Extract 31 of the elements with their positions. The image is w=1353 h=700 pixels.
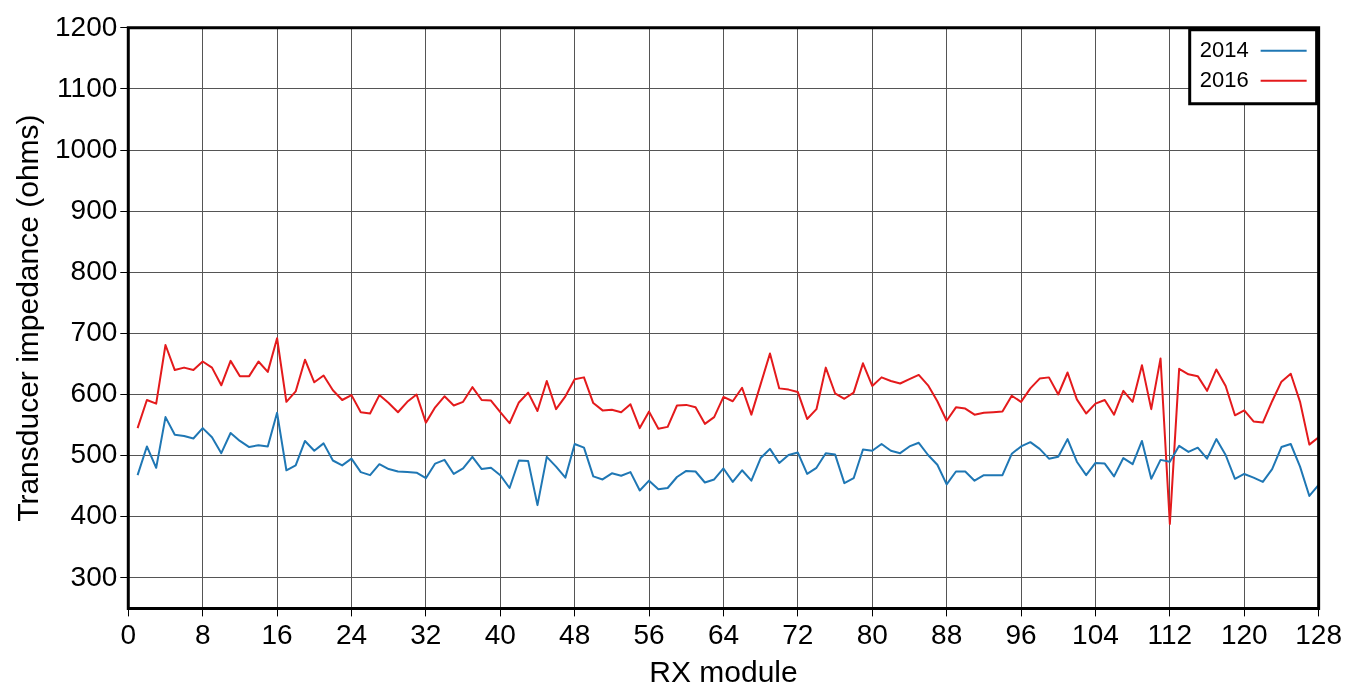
x-tick-label: 104 bbox=[1072, 618, 1119, 650]
x-tick-label: 40 bbox=[484, 618, 516, 650]
y-tick-label: 400 bbox=[70, 499, 118, 531]
y-axis-title: Transducer impedance (ohms) bbox=[11, 114, 45, 522]
y-tick-label: 300 bbox=[70, 560, 118, 592]
x-tick-label: 112 bbox=[1147, 618, 1193, 650]
x-tick-label: 88 bbox=[931, 618, 963, 650]
y-tick-label: 600 bbox=[70, 377, 118, 409]
x-tick-label: 32 bbox=[410, 618, 442, 650]
y-tick-label: 1100 bbox=[57, 71, 118, 103]
x-tick-label: 80 bbox=[856, 618, 888, 650]
x-tick-label: 0 bbox=[120, 618, 137, 650]
x-tick-label: 120 bbox=[1220, 618, 1268, 650]
x-tick-label: 8 bbox=[194, 618, 211, 650]
legend-label: 2016 bbox=[1199, 66, 1249, 92]
x-tick-label: 96 bbox=[1005, 618, 1037, 650]
y-tick-label: 900 bbox=[70, 193, 118, 225]
y-tick-label: 1000 bbox=[54, 132, 118, 164]
x-tick-label: 24 bbox=[335, 618, 368, 650]
x-tick-label: 56 bbox=[633, 618, 665, 650]
legend-label: 2014 bbox=[1199, 36, 1249, 62]
x-axis-title: RX module bbox=[649, 655, 798, 689]
x-tick-label: 128 bbox=[1295, 618, 1342, 650]
x-tick-label: 48 bbox=[559, 618, 591, 650]
y-tick-label: 700 bbox=[70, 316, 118, 348]
y-tick-label: 800 bbox=[70, 254, 118, 286]
x-tick-label: 72 bbox=[782, 618, 814, 650]
y-tick-label: 1200 bbox=[54, 10, 118, 42]
x-tick-label: 16 bbox=[261, 618, 293, 650]
y-tick-label: 500 bbox=[70, 438, 118, 470]
x-tick-label: 64 bbox=[707, 618, 740, 650]
